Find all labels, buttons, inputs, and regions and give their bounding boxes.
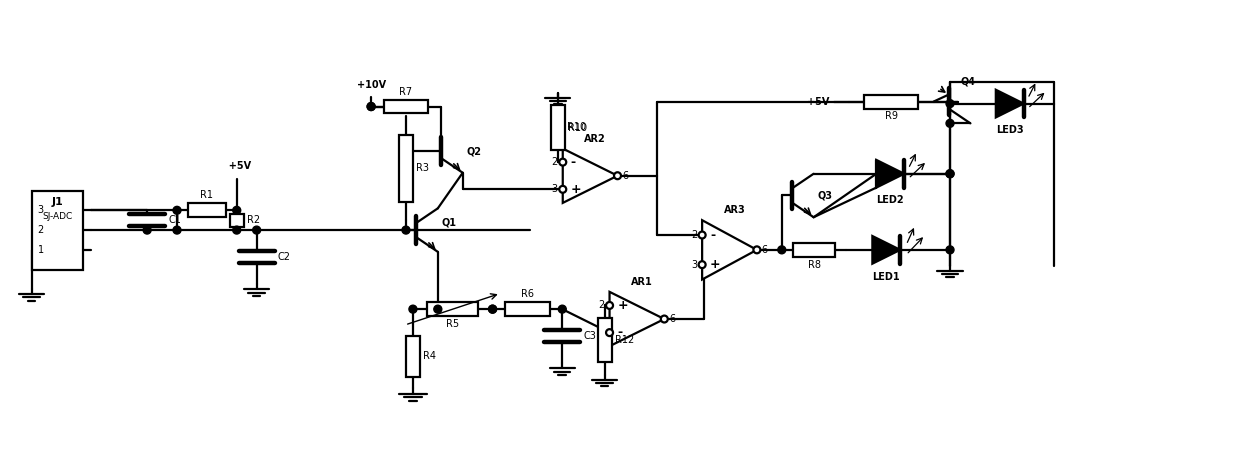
Circle shape: [434, 305, 441, 313]
Circle shape: [559, 186, 567, 193]
Bar: [505, 302, 549, 316]
Bar: [428, 302, 479, 316]
Text: 2: 2: [691, 230, 697, 240]
Circle shape: [606, 302, 613, 309]
Bar: [383, 100, 428, 113]
Text: AR3: AR3: [724, 205, 745, 215]
Circle shape: [946, 100, 954, 108]
Text: R4: R4: [423, 351, 436, 361]
Circle shape: [777, 246, 786, 254]
Text: LED1: LED1: [873, 272, 900, 282]
Circle shape: [233, 206, 241, 214]
Text: R10: R10: [567, 122, 585, 132]
Text: AR1: AR1: [631, 277, 652, 287]
Text: Q1: Q1: [441, 217, 456, 227]
Text: R3: R3: [415, 164, 429, 173]
Text: 3: 3: [691, 260, 697, 270]
Bar: [551, 105, 564, 150]
Circle shape: [489, 305, 496, 313]
Text: R1: R1: [201, 191, 213, 201]
Text: Q3: Q3: [817, 191, 832, 201]
Text: 6: 6: [670, 314, 676, 324]
Text: R8: R8: [807, 260, 821, 270]
Text: +: +: [618, 299, 629, 312]
Circle shape: [946, 119, 954, 128]
Text: AR2: AR2: [584, 134, 606, 144]
Circle shape: [402, 226, 410, 234]
Text: R5: R5: [446, 319, 459, 329]
Circle shape: [614, 172, 621, 179]
Circle shape: [559, 159, 567, 165]
Text: +5V: +5V: [222, 161, 252, 171]
Text: +10V: +10V: [357, 80, 386, 90]
Polygon shape: [996, 90, 1024, 118]
Text: 6: 6: [622, 171, 629, 181]
Circle shape: [174, 226, 181, 234]
Text: J1: J1: [52, 197, 63, 208]
Polygon shape: [873, 236, 900, 264]
Text: -: -: [711, 228, 715, 242]
Text: Q2: Q2: [466, 146, 481, 156]
Text: R6: R6: [521, 289, 534, 299]
Polygon shape: [610, 292, 665, 346]
Circle shape: [489, 305, 496, 313]
Text: +: +: [711, 258, 720, 271]
Text: C2: C2: [278, 252, 290, 262]
Bar: [864, 95, 919, 109]
Text: 3: 3: [37, 205, 43, 215]
Text: C3: C3: [583, 331, 596, 341]
Text: Q4: Q4: [961, 77, 976, 87]
Circle shape: [409, 305, 417, 313]
Text: 2: 2: [37, 225, 43, 235]
Text: R9: R9: [885, 111, 898, 121]
Bar: [32, 191, 83, 270]
Text: R7: R7: [399, 87, 413, 97]
Circle shape: [698, 232, 706, 238]
Text: 1: 1: [37, 245, 43, 255]
Text: LED3: LED3: [996, 125, 1023, 135]
Bar: [399, 135, 413, 201]
Text: SJ-ADC: SJ-ADC: [42, 212, 73, 221]
Text: 2: 2: [552, 157, 558, 167]
Circle shape: [143, 226, 151, 234]
Polygon shape: [702, 220, 756, 280]
Text: R2: R2: [247, 215, 260, 225]
Circle shape: [606, 329, 613, 336]
Circle shape: [946, 170, 954, 178]
Text: LED2: LED2: [877, 195, 904, 206]
Circle shape: [367, 102, 376, 110]
Bar: [187, 203, 226, 217]
Text: 2: 2: [599, 301, 605, 310]
Circle shape: [946, 170, 954, 178]
Text: R12: R12: [615, 335, 634, 345]
Text: R10: R10: [568, 123, 587, 133]
Text: +: +: [570, 183, 582, 196]
Circle shape: [754, 246, 760, 253]
Text: 3: 3: [599, 328, 605, 337]
Bar: [229, 214, 244, 227]
Circle shape: [233, 226, 241, 234]
Circle shape: [946, 246, 954, 254]
Circle shape: [367, 102, 376, 110]
Text: C1: C1: [169, 215, 181, 225]
Text: 6: 6: [761, 245, 768, 255]
Polygon shape: [877, 160, 904, 188]
Circle shape: [253, 226, 260, 234]
Polygon shape: [563, 148, 618, 203]
Text: +5V: +5V: [807, 97, 830, 107]
Circle shape: [174, 206, 181, 214]
Bar: [598, 318, 611, 362]
Text: 3: 3: [552, 184, 558, 194]
Circle shape: [558, 305, 567, 313]
Text: -: -: [570, 155, 575, 169]
Bar: [405, 336, 420, 377]
Bar: [794, 243, 835, 257]
Text: -: -: [618, 326, 622, 339]
Circle shape: [698, 261, 706, 268]
Circle shape: [661, 316, 668, 322]
